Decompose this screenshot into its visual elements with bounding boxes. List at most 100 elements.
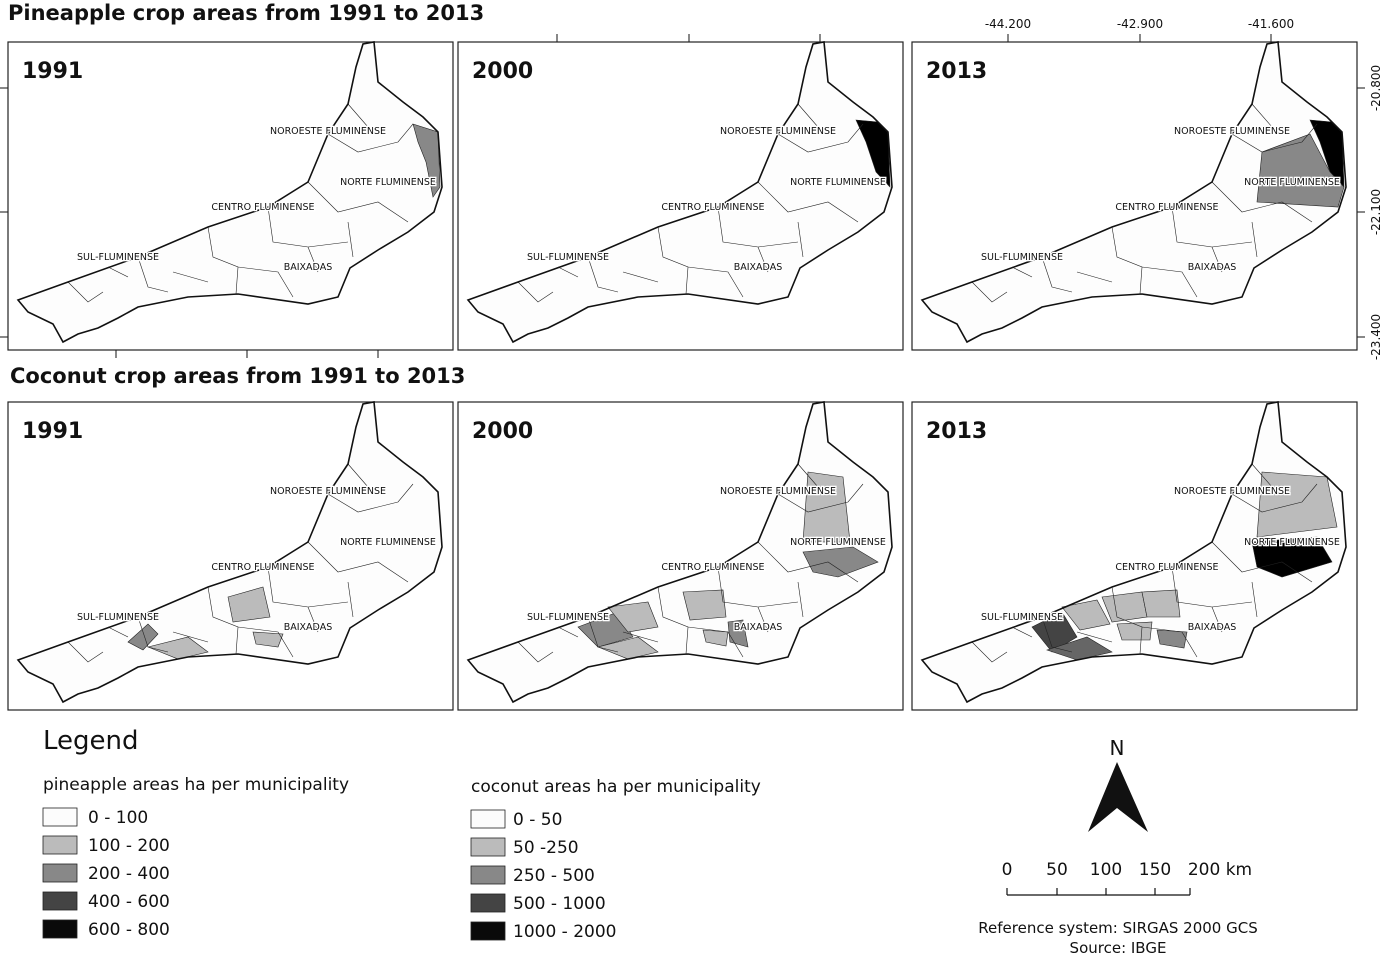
region-label: SUL-FLUMINENSE bbox=[527, 252, 609, 263]
legend-swatch bbox=[42, 835, 78, 855]
region-label: SUL-FLUMINENSE bbox=[77, 252, 159, 263]
legend-swatch bbox=[470, 837, 506, 857]
region-label: NORTE FLUMINENSE bbox=[1244, 177, 1340, 188]
shaded-municipality bbox=[252, 631, 284, 648]
shaded-municipality bbox=[127, 623, 159, 651]
legend-label: 250 - 500 bbox=[513, 866, 595, 886]
map-panel: 2013 NOROESTE FLUMINENSE NORTE FLUMINENSE C… bbox=[911, 41, 1358, 351]
scale-label: 100 bbox=[1090, 860, 1122, 880]
region-label: SUL-FLUMINENSE bbox=[527, 612, 609, 623]
region-label: NOROESTE FLUMINENSE bbox=[1174, 486, 1290, 497]
shaded-municipality bbox=[227, 586, 271, 623]
state-fill bbox=[468, 42, 892, 342]
region-label: NOROESTE FLUMINENSE bbox=[720, 126, 836, 137]
shaded-municipality bbox=[147, 636, 209, 660]
region-label: CENTRO FLUMINENSE bbox=[211, 202, 314, 213]
shaded-municipality bbox=[1256, 471, 1338, 538]
region-label: NOROESTE FLUMINENSE bbox=[720, 486, 836, 497]
state-outline bbox=[920, 401, 1347, 704]
scale-label: 50 bbox=[1046, 860, 1068, 880]
state-outline bbox=[466, 41, 893, 344]
panel-year: 2013 bbox=[926, 419, 987, 444]
legend-title: Legend bbox=[43, 726, 139, 756]
map-panel: 2013 NOROESTE FLUMINENSE NORTE FLUMINENSE C… bbox=[911, 401, 1358, 711]
municipal-borders bbox=[67, 463, 414, 663]
legend-label: 1000 - 2000 bbox=[513, 922, 616, 942]
region-label: CENTRO FLUMINENSE bbox=[1115, 202, 1218, 213]
municipal-borders bbox=[517, 103, 864, 303]
scale-label: 200 km bbox=[1188, 860, 1252, 880]
source-text: Source: IBGE bbox=[1070, 939, 1167, 956]
state-outline bbox=[16, 41, 443, 344]
lat-label: -23.400 bbox=[1369, 314, 1383, 360]
lon-label: -42.900 bbox=[1117, 17, 1163, 31]
map-panel: 2000 NOROESTE FLUMINENSE NORTE FLUMINENSE C… bbox=[457, 401, 904, 711]
lat-label: -20.800 bbox=[1369, 65, 1383, 111]
legend-subtitle: pineapple areas ha per municipality bbox=[43, 775, 349, 795]
north-label: N bbox=[1110, 736, 1125, 760]
legend-label: 0 - 50 bbox=[513, 810, 562, 830]
legend-label: 600 - 800 bbox=[88, 920, 170, 940]
region-label: NOROESTE FLUMINENSE bbox=[270, 486, 386, 497]
coordinate-grid bbox=[0, 34, 1365, 358]
legend-subtitle: coconut areas ha per municipality bbox=[471, 777, 761, 797]
panel-year: 1991 bbox=[22, 419, 83, 444]
map-panel: 1991 NOROESTE FLUMINENSE NORTE FLUMINENSE C… bbox=[7, 41, 454, 351]
legend-swatch bbox=[42, 919, 78, 939]
region-label: NORTE FLUMINENSE bbox=[790, 177, 886, 188]
region-label: BAIXADAS bbox=[1188, 262, 1237, 273]
state-fill bbox=[18, 402, 442, 702]
coconut-title: Coconut crop areas from 1991 to 2013 bbox=[10, 364, 465, 388]
scale-label: 0 bbox=[1002, 860, 1013, 880]
panel-year: 2000 bbox=[472, 59, 533, 84]
region-label: BAIXADAS bbox=[284, 262, 333, 273]
region-label: CENTRO FLUMINENSE bbox=[211, 562, 314, 573]
legend-label: 500 - 1000 bbox=[513, 894, 606, 914]
state-fill bbox=[468, 402, 892, 702]
municipal-borders bbox=[67, 103, 414, 303]
shaded-municipality bbox=[1031, 611, 1078, 653]
region-label: BAIXADAS bbox=[284, 622, 333, 633]
pineapple-title: Pineapple crop areas from 1991 to 2013 bbox=[8, 1, 484, 25]
shaded-municipality bbox=[597, 636, 659, 660]
municipal-borders bbox=[517, 463, 864, 663]
reference-text: Reference system: SIRGAS 2000 GCS bbox=[978, 919, 1257, 937]
shaded-municipality bbox=[702, 629, 729, 647]
shaded-municipality bbox=[607, 601, 659, 633]
lon-label: -44.200 bbox=[985, 17, 1031, 31]
shaded-municipality bbox=[1116, 621, 1153, 641]
shaded-municipality bbox=[1256, 133, 1345, 208]
legend-swatch bbox=[470, 809, 506, 829]
legend-label: 0 - 100 bbox=[88, 808, 148, 828]
legend-swatch bbox=[42, 863, 78, 883]
legend-label: 50 -250 bbox=[513, 838, 579, 858]
legend-label: 400 - 600 bbox=[88, 892, 170, 912]
region-label: SUL-FLUMINENSE bbox=[77, 612, 159, 623]
region-label: NORTE FLUMINENSE bbox=[790, 537, 886, 548]
region-label: CENTRO FLUMINENSE bbox=[1115, 562, 1218, 573]
map-panel: 2000 NOROESTE FLUMINENSE NORTE FLUMINENSE C… bbox=[457, 41, 904, 351]
panel-year: 1991 bbox=[22, 59, 83, 84]
panel-year: 2013 bbox=[926, 59, 987, 84]
panel-year: 2000 bbox=[472, 419, 533, 444]
shaded-municipality bbox=[682, 589, 727, 621]
legend-swatch bbox=[470, 921, 506, 941]
map-panel: 1991 NOROESTE FLUMINENSE NORTE FLUMINENSE C… bbox=[7, 401, 454, 711]
region-label: SUL-FLUMINENSE bbox=[981, 612, 1063, 623]
region-label: CENTRO FLUMINENSE bbox=[661, 202, 764, 213]
region-label: NOROESTE FLUMINENSE bbox=[270, 126, 386, 137]
region-label: BAIXADAS bbox=[734, 622, 783, 633]
state-fill bbox=[922, 402, 1346, 702]
lon-label: -41.600 bbox=[1248, 17, 1294, 31]
legend-swatch bbox=[470, 893, 506, 913]
legend-swatch bbox=[42, 891, 78, 911]
shaded-municipality bbox=[802, 546, 879, 578]
north-arrow: N bbox=[1088, 736, 1148, 832]
scale-bar bbox=[1006, 888, 1191, 896]
state-fill bbox=[18, 42, 442, 342]
shaded-municipality bbox=[1061, 599, 1111, 631]
state-outline bbox=[466, 401, 893, 704]
region-label: BAIXADAS bbox=[734, 262, 783, 273]
legend-swatch bbox=[42, 807, 78, 827]
